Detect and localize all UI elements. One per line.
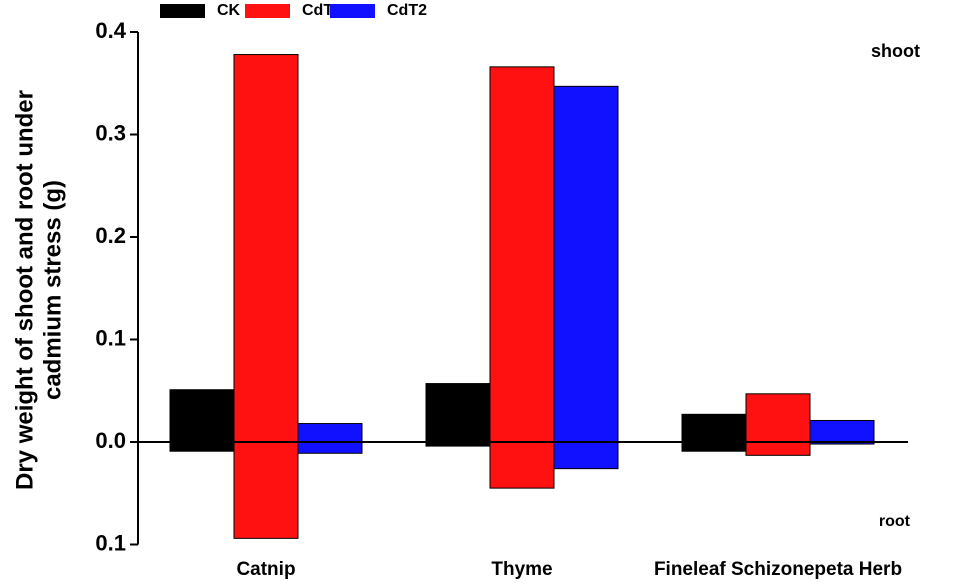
legend-swatch [245,4,290,18]
y-tick-label: 0.0 [95,428,126,453]
legend-swatch [160,4,205,18]
bar [425,383,491,443]
bar [233,54,299,443]
bar [681,413,747,443]
legend-swatch [330,4,375,18]
bar [681,441,747,452]
y-label-line: Dry weight of shoot and root under [11,90,38,490]
bar [553,85,619,443]
bar [489,441,555,489]
bar [169,389,235,443]
y-tick-label: 0.1 [95,325,126,350]
y-tick-label: 0.2 [95,223,126,248]
x-tick-label: Catnip [236,559,295,580]
bar [553,441,619,470]
bar [233,441,299,539]
y-label-line: cadmium stress (g) [39,180,66,400]
bar [809,419,875,443]
x-tick-label: Fineleaf Schizonepeta Herb [654,559,902,580]
bar [489,66,555,443]
y-tick-label: 0.4 [95,18,126,43]
y-label: Dry weight of shoot and root under cadmi… [11,90,66,490]
legend-label: CK [217,2,241,19]
x-tick-label: Thyme [491,559,552,580]
bar [297,441,363,454]
bar [745,441,811,456]
legend-label: CdT2 [387,2,427,19]
bar [745,393,811,443]
annotation: root [879,513,911,530]
y-tick-label: 0.1 [95,530,126,555]
bar [169,441,235,452]
bar [297,423,363,443]
y-tick-label: 0.3 [95,120,126,145]
annotation: shoot [871,41,920,61]
